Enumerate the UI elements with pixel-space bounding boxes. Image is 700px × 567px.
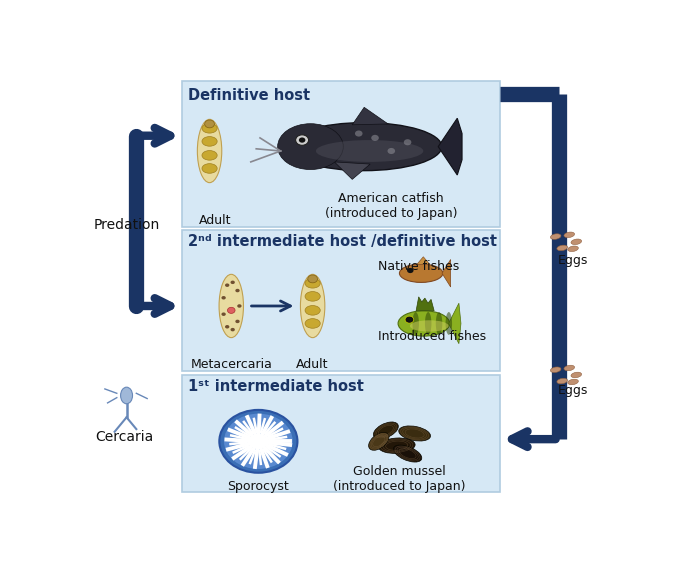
Polygon shape: [335, 162, 370, 179]
Polygon shape: [416, 297, 434, 311]
Text: Definitive host: Definitive host: [188, 88, 310, 103]
Circle shape: [221, 312, 226, 316]
Ellipse shape: [557, 245, 568, 251]
Circle shape: [230, 281, 235, 284]
Ellipse shape: [412, 312, 419, 335]
Ellipse shape: [557, 378, 568, 384]
Circle shape: [235, 289, 239, 293]
Text: Metacercaria: Metacercaria: [190, 358, 272, 371]
FancyBboxPatch shape: [183, 375, 500, 492]
Ellipse shape: [305, 319, 320, 328]
FancyBboxPatch shape: [183, 230, 500, 371]
Ellipse shape: [202, 137, 217, 146]
Ellipse shape: [197, 119, 222, 183]
Ellipse shape: [202, 151, 217, 160]
Circle shape: [407, 268, 414, 273]
Circle shape: [253, 437, 264, 446]
Ellipse shape: [316, 140, 424, 162]
Text: Adult: Adult: [296, 358, 329, 371]
Ellipse shape: [286, 122, 442, 171]
Text: Sporocyst: Sporocyst: [228, 480, 289, 493]
Ellipse shape: [378, 438, 415, 454]
Ellipse shape: [202, 124, 217, 133]
Ellipse shape: [398, 311, 449, 336]
Text: Eggs: Eggs: [558, 253, 588, 266]
Ellipse shape: [120, 387, 132, 404]
Circle shape: [235, 320, 239, 323]
Circle shape: [355, 130, 363, 137]
Text: Adult: Adult: [199, 214, 231, 227]
Circle shape: [404, 139, 412, 145]
Text: 2ⁿᵈ intermediate host /definitive host: 2ⁿᵈ intermediate host /definitive host: [188, 234, 497, 249]
Text: Cercaria: Cercaria: [95, 430, 153, 444]
Circle shape: [224, 414, 293, 469]
Ellipse shape: [373, 422, 398, 439]
Ellipse shape: [571, 239, 582, 244]
Ellipse shape: [446, 312, 452, 335]
Circle shape: [230, 328, 235, 331]
Polygon shape: [438, 119, 462, 175]
Ellipse shape: [400, 264, 443, 282]
Text: Eggs: Eggs: [558, 384, 588, 397]
Text: Native fishes: Native fishes: [378, 260, 459, 273]
Ellipse shape: [425, 312, 431, 335]
Polygon shape: [449, 303, 461, 344]
Circle shape: [228, 307, 235, 314]
Polygon shape: [352, 107, 388, 125]
Circle shape: [388, 148, 395, 154]
Ellipse shape: [436, 312, 442, 335]
Circle shape: [299, 137, 305, 143]
Ellipse shape: [410, 320, 449, 332]
Text: Golden mussel
(introduced to Japan): Golden mussel (introduced to Japan): [333, 466, 466, 493]
Ellipse shape: [300, 274, 325, 337]
Ellipse shape: [305, 306, 320, 315]
Polygon shape: [442, 260, 451, 287]
Circle shape: [405, 316, 414, 323]
Ellipse shape: [305, 278, 320, 288]
Ellipse shape: [550, 367, 561, 373]
Circle shape: [308, 275, 318, 283]
Ellipse shape: [568, 379, 578, 385]
Text: Introduced fishes: Introduced fishes: [378, 330, 486, 343]
Ellipse shape: [564, 365, 575, 371]
Ellipse shape: [393, 445, 422, 462]
Circle shape: [225, 284, 230, 287]
Text: Predation: Predation: [94, 218, 160, 232]
Circle shape: [204, 120, 214, 128]
Circle shape: [237, 304, 241, 308]
Ellipse shape: [571, 372, 582, 378]
Polygon shape: [416, 257, 430, 264]
Text: 1ˢᵗ intermediate host: 1ˢᵗ intermediate host: [188, 379, 364, 394]
Circle shape: [371, 135, 379, 141]
Circle shape: [295, 135, 309, 145]
Circle shape: [221, 296, 226, 299]
FancyBboxPatch shape: [183, 81, 500, 227]
Ellipse shape: [399, 426, 430, 441]
Ellipse shape: [369, 433, 389, 450]
Circle shape: [225, 325, 230, 328]
Ellipse shape: [564, 232, 575, 238]
Ellipse shape: [568, 246, 578, 252]
Ellipse shape: [305, 291, 320, 301]
Ellipse shape: [202, 164, 217, 174]
Ellipse shape: [278, 124, 343, 170]
Circle shape: [219, 410, 298, 473]
Text: American catfish
(introduced to Japan): American catfish (introduced to Japan): [325, 192, 458, 219]
Ellipse shape: [550, 234, 561, 239]
Ellipse shape: [219, 274, 244, 337]
